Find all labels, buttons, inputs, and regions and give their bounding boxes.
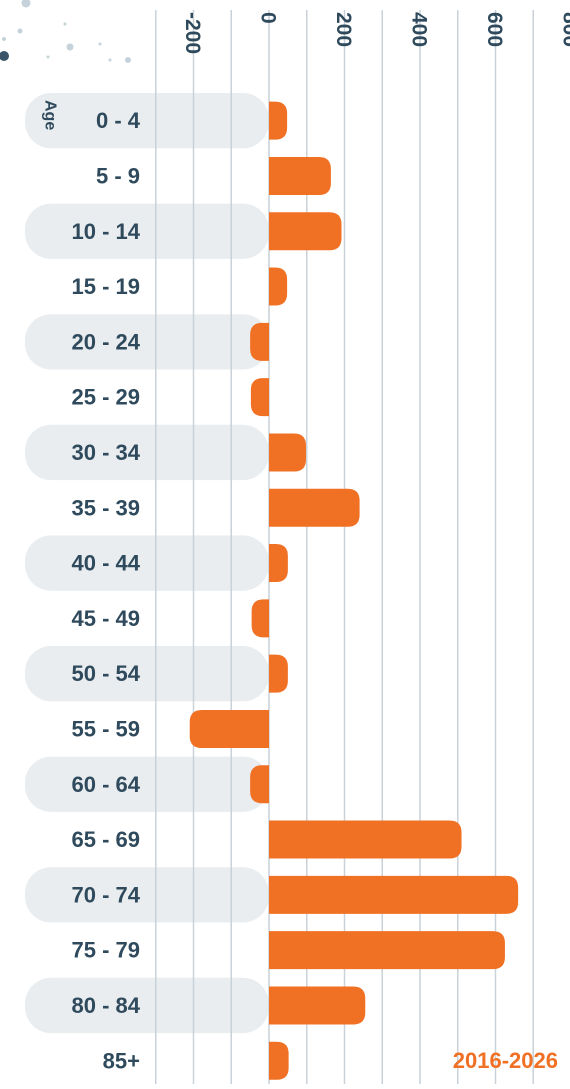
x-tick-label: 400	[408, 12, 431, 47]
category-label: 30 - 34	[72, 440, 141, 465]
category-label: 75 - 79	[72, 938, 141, 963]
bar-40-44	[269, 544, 288, 582]
category-label: 60 - 64	[72, 772, 141, 797]
label-band	[25, 757, 269, 812]
category-label: 15 - 19	[72, 274, 141, 299]
category-label: 55 - 59	[72, 716, 141, 741]
period-label: 2016-2026	[453, 1048, 558, 1073]
decor-dot	[64, 23, 67, 26]
label-band	[25, 646, 269, 701]
label-bands	[25, 93, 269, 1033]
category-label: 35 - 39	[72, 495, 141, 520]
decor-dot	[22, 0, 31, 8]
category-label: 70 - 74	[72, 882, 141, 907]
decor-dot	[67, 44, 74, 51]
x-tick-label: 800	[559, 12, 570, 47]
decor-dot	[47, 56, 50, 59]
bar-5-9	[269, 157, 331, 195]
category-label: 0 - 4	[96, 108, 141, 133]
decor-dot	[2, 37, 6, 41]
bar-60-64	[250, 765, 269, 803]
bar-70-74	[269, 876, 518, 914]
category-label: 10 - 14	[72, 219, 141, 244]
decor-dot	[125, 57, 131, 63]
label-band	[25, 204, 269, 259]
x-tick-label: 200	[332, 12, 355, 47]
bar-15-19	[269, 268, 287, 306]
label-band	[25, 867, 269, 922]
category-label: 45 - 49	[72, 606, 141, 631]
label-band	[25, 978, 269, 1033]
category-label: 20 - 24	[72, 329, 141, 354]
x-tick-label: -200	[181, 12, 204, 54]
category-label: 65 - 69	[72, 827, 141, 852]
label-band	[25, 314, 269, 369]
bar-45-49	[252, 599, 269, 637]
x-tick-label: 600	[483, 12, 506, 47]
bar-0-4	[269, 102, 287, 140]
bar-75-79	[269, 931, 505, 969]
bar-85plus	[269, 1042, 289, 1080]
bar-65-69	[269, 821, 462, 859]
category-label: 5 - 9	[96, 163, 140, 188]
category-label: 40 - 44	[72, 551, 141, 576]
bar-20-24	[250, 323, 269, 361]
axis-title: Age	[42, 100, 59, 130]
x-tick-labels: -200 0 200 400 600 800	[181, 12, 570, 54]
label-band	[25, 425, 269, 480]
bar-25-29	[251, 378, 269, 416]
decor-dot	[109, 59, 112, 62]
decor-dot	[99, 43, 102, 46]
decor-dot	[0, 51, 9, 61]
bar-50-54	[269, 655, 288, 693]
bar-35-39	[269, 489, 360, 527]
category-label: 85+	[103, 1048, 140, 1073]
x-tick-label: 0	[257, 12, 280, 24]
category-label: 80 - 84	[72, 993, 141, 1018]
label-band	[25, 535, 269, 590]
decorative-dots	[0, 0, 131, 63]
bar-10-14	[269, 212, 341, 250]
bar-80-84	[269, 986, 365, 1024]
bar-30-34	[269, 433, 306, 471]
label-band	[25, 93, 269, 148]
category-label: 50 - 54	[72, 661, 141, 686]
bar-55-59	[190, 710, 269, 748]
decor-dot	[18, 29, 23, 34]
category-label: 25 - 29	[72, 385, 141, 410]
